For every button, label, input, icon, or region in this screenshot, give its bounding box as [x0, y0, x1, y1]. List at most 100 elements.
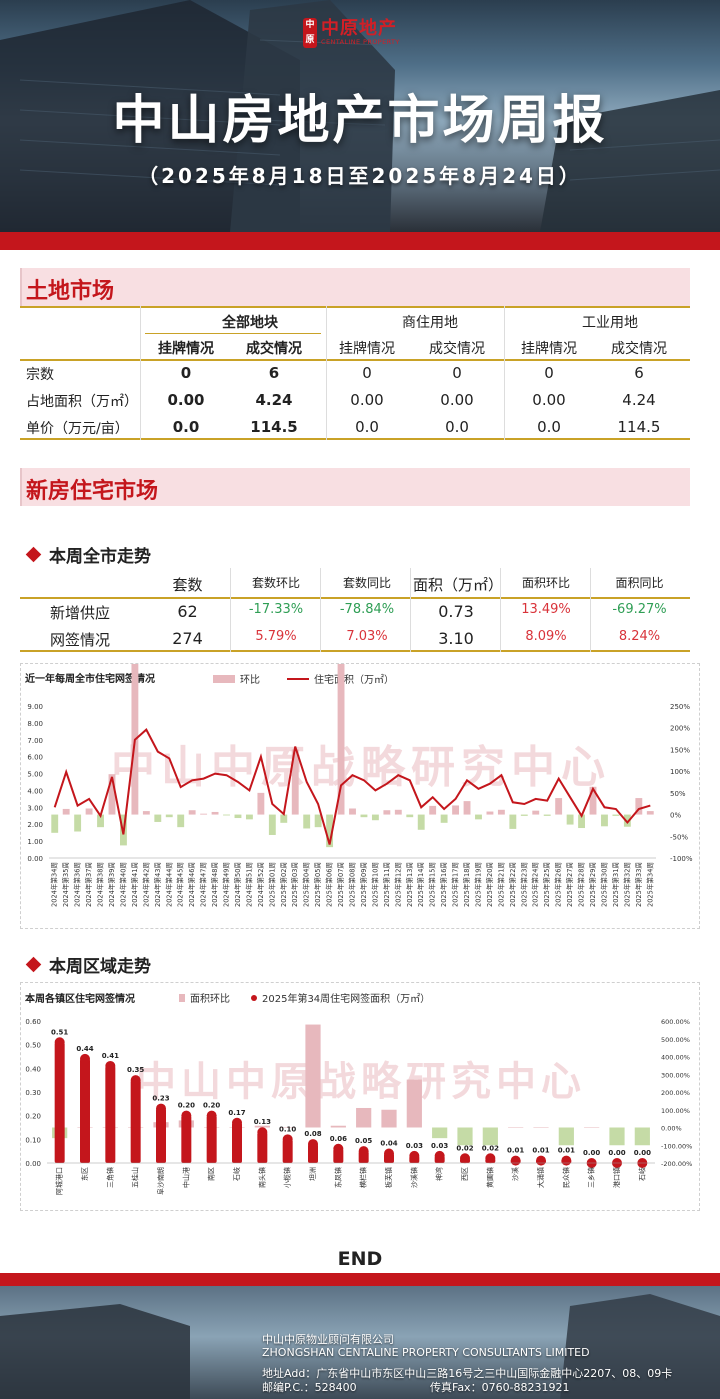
vline	[140, 306, 141, 440]
y-tick-label: 1.00	[27, 838, 43, 846]
x-tick-label: 五桂山	[131, 1167, 140, 1188]
x-tick-label: 2025年第34周	[645, 862, 654, 907]
cell: 0.00	[532, 391, 566, 409]
row-label: 单价（万元/亩）	[26, 421, 129, 437]
x-tick-label: 2025年第26周	[554, 862, 563, 907]
ratio-bar	[520, 814, 528, 816]
section-heading-newhome: 新房住宅市场	[20, 468, 690, 506]
x-tick-label: 小榄镇	[283, 1167, 292, 1188]
data-label: 0.44	[76, 1045, 93, 1053]
ratio-bar	[440, 814, 448, 823]
cell: 5.79%	[255, 629, 297, 644]
area-dot	[232, 1117, 242, 1128]
x-tick-label: 2025年第23周	[519, 862, 528, 907]
x-tick-label: 2024年第36周	[73, 862, 82, 907]
y2-tick-label: 100.00%	[661, 1107, 690, 1115]
x-tick-label: 2025年第01周	[267, 862, 276, 907]
y2-tick-label: 50%	[670, 790, 686, 798]
y-tick-label: 0.10	[25, 1136, 41, 1144]
ratio-bar	[475, 814, 482, 820]
x-tick-label: 2025年第08周	[348, 862, 357, 907]
ratio-bar	[508, 1127, 524, 1128]
postcode: 邮编P.C.：528400	[262, 1381, 357, 1394]
y-tick-label: 0.30	[25, 1089, 41, 1097]
data-label: 0.00	[634, 1149, 651, 1157]
area-bar	[232, 1122, 242, 1163]
ratio-bar	[280, 1127, 296, 1128]
y2-tick-label: -100%	[670, 855, 693, 863]
x-tick-label: 石岐	[637, 1167, 646, 1181]
ratio-bar	[533, 1127, 549, 1128]
ratio-bar	[177, 814, 185, 828]
y-tick-label: 4.00	[27, 787, 43, 795]
y2-tick-label: 250%	[670, 703, 690, 711]
y2-tick-label: -50%	[670, 833, 688, 841]
data-label: 0.41	[102, 1052, 119, 1060]
ratio-bar	[356, 1107, 372, 1128]
y-tick-label: 3.00	[27, 804, 43, 812]
cell: 62	[177, 602, 198, 621]
y-tick-label: 9.00	[27, 703, 43, 711]
x-tick-label: 2025年第10周	[370, 862, 379, 907]
area-bar	[156, 1108, 166, 1163]
skyscraper-photo	[0, 0, 720, 232]
data-label: 0.03	[431, 1142, 448, 1150]
ratio-bar	[305, 1024, 321, 1128]
x-tick-label: 民众镇	[561, 1167, 570, 1188]
rule-bottom	[20, 650, 690, 652]
rule-top	[20, 306, 690, 308]
ratio-bar	[326, 814, 334, 848]
data-label: 0.20	[203, 1102, 220, 1110]
x-tick-label: 2024年第34周	[50, 862, 59, 907]
area-dot	[561, 1155, 572, 1166]
x-tick-label: 沙溪	[511, 1167, 520, 1181]
cell: 0.0	[172, 418, 200, 436]
col-header: 套数	[172, 576, 203, 594]
cell: 7.03%	[346, 629, 388, 644]
area-bar	[206, 1115, 217, 1163]
area-dot	[80, 1053, 90, 1064]
area-dot	[130, 1075, 141, 1086]
x-tick-label: 2025年第07周	[336, 862, 345, 907]
row-label: 网签情况	[50, 631, 111, 649]
ratio-bar	[635, 798, 643, 815]
x-tick-label: 2024年第41周	[130, 862, 139, 907]
col-header: 面积同比	[615, 576, 664, 590]
x-tick-label: 2025年第25周	[542, 862, 551, 907]
x-tick-label: 阿城港口	[55, 1167, 64, 1195]
x-tick-label: 南区	[207, 1167, 216, 1181]
y-tick-label: 7.00	[27, 737, 43, 745]
x-tick-label: 2024年第50周	[233, 862, 242, 907]
vline	[500, 568, 501, 652]
cell: 8.24%	[618, 629, 661, 644]
x-tick-label: 2025年第20周	[485, 862, 494, 907]
x-tick-label: 2025年第06周	[325, 862, 334, 907]
y2-tick-label: -200.00%	[661, 1160, 692, 1168]
ratio-bar	[646, 811, 654, 815]
area-bar	[181, 1115, 192, 1163]
data-label: 0.17	[228, 1109, 245, 1117]
y-tick-label: 0.00	[27, 855, 43, 863]
y-tick-label: 6.00	[27, 754, 43, 762]
y2-tick-label: -100.00%	[661, 1142, 692, 1150]
y2-tick-label: 150%	[670, 746, 690, 754]
legend-bar-swatch	[179, 993, 185, 1002]
sub-header: 挂牌情况	[339, 341, 395, 357]
x-tick-label: 2025年第30周	[599, 862, 608, 907]
data-label: 0.20	[178, 1102, 195, 1110]
x-tick-label: 2025年第21周	[496, 862, 505, 907]
cell: 0	[180, 364, 192, 382]
x-tick-label: 2025年第24周	[531, 862, 540, 907]
x-tick-label: 石岐	[232, 1167, 241, 1181]
ratio-bar	[188, 810, 196, 815]
data-label: 0.00	[583, 1149, 600, 1157]
data-label: 0.02	[482, 1144, 499, 1152]
ratio-bar	[349, 808, 356, 815]
y-tick-label: 0.40	[25, 1065, 41, 1073]
fax: 传真Fax：0760-88231921	[430, 1381, 570, 1394]
weekly-chart: 中山中原战略研究中心 0.00 1.00 2.00 3.00 4.00 5.00 6.00 7.…	[27, 664, 693, 907]
area-dot	[54, 1037, 65, 1048]
x-tick-label: 港口镇	[612, 1167, 621, 1188]
weekly-chart-legend: 环比 住宅面积（万㎡）	[213, 671, 394, 686]
date-range: （2025年8月18日至2025年8月24日）	[138, 164, 582, 188]
